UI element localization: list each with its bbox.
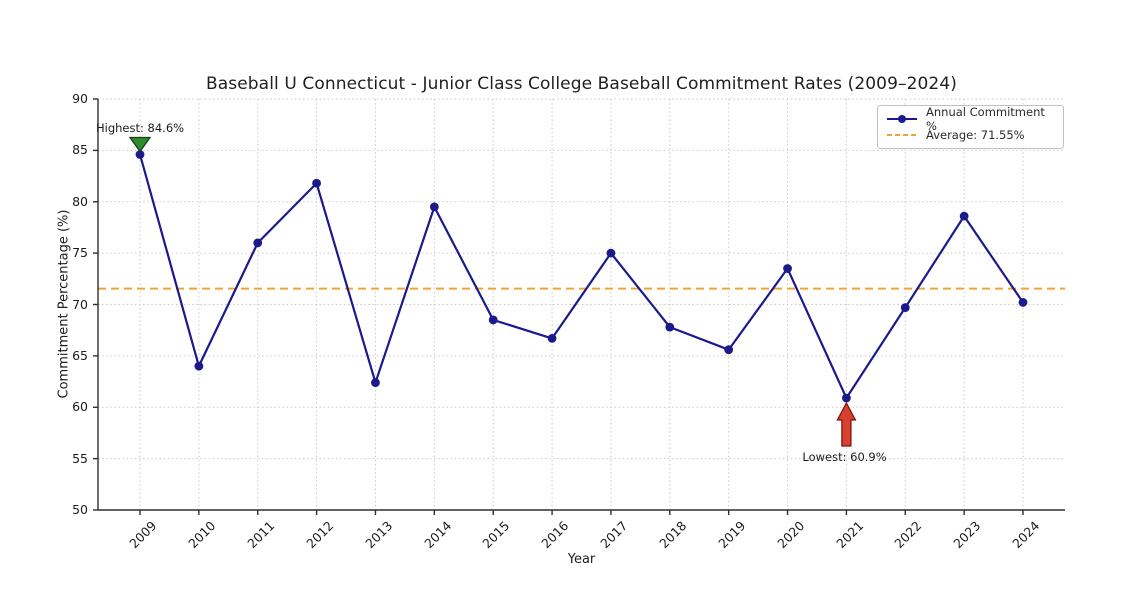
annotation-lowest: Lowest: 60.9%: [802, 450, 887, 464]
line-marker-icon: [887, 115, 917, 123]
y-tick-label: 70: [72, 296, 88, 312]
x-axis-label: Year: [567, 552, 596, 567]
y-tick-label: 80: [72, 193, 88, 209]
annotation-highest: Highest: 84.6%: [96, 121, 185, 136]
chart-title: Baseball U Connecticut - Junior Class Co…: [205, 74, 957, 94]
legend-label-annual: Annual Commitment %: [926, 105, 1045, 133]
y-tick-label: 55: [72, 450, 88, 466]
y-tick-label: 90: [72, 91, 88, 106]
legend-label-average: Average: 71.55%: [926, 128, 1025, 142]
y-tick-label: 50: [72, 502, 88, 517]
y-tick-label: 75: [72, 245, 88, 261]
y-tick-label: 60: [72, 399, 88, 415]
highest-triangle-icon: [128, 136, 152, 153]
dashed-line-icon: [887, 134, 917, 136]
legend-entry-annual: Annual Commitment %: [886, 105, 1055, 133]
lowest-arrow-icon: [836, 401, 857, 447]
y-tick-label: 65: [72, 347, 88, 363]
legend: Annual Commitment % Average: 71.55%: [877, 105, 1064, 149]
y-tick-label: 85: [72, 142, 88, 158]
legend-entry-average: Average: 71.55%: [886, 127, 1055, 143]
